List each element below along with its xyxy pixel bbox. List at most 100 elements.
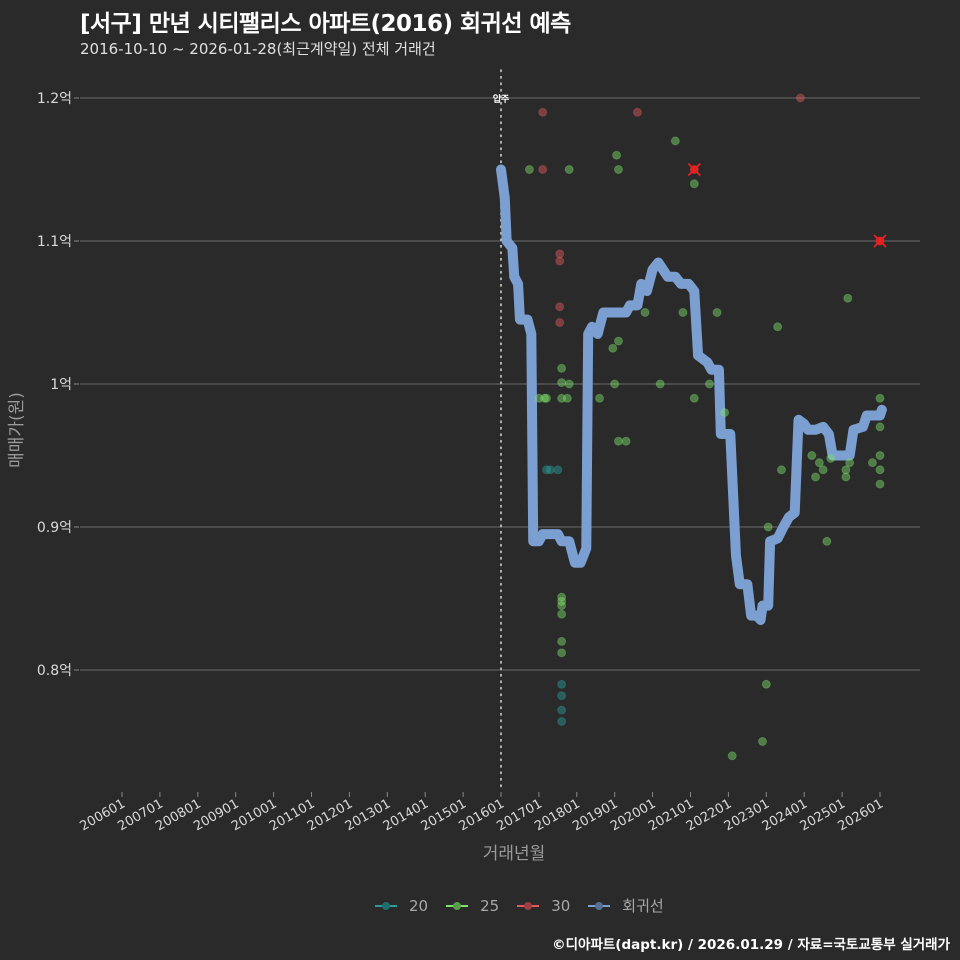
- data-point: [655, 379, 665, 389]
- data-point: [608, 343, 618, 353]
- legend-key-icon: [517, 904, 540, 907]
- y-tick-label: 1.2억: [37, 91, 72, 107]
- data-point: [720, 408, 730, 418]
- data-point: [538, 107, 548, 117]
- data-point: [875, 465, 885, 475]
- data-point: [727, 751, 737, 761]
- y-tick-label: 1억: [50, 377, 72, 393]
- legend-item-regression[interactable]: 회귀선: [588, 895, 664, 916]
- data-point: [557, 609, 567, 619]
- regression-line: [496, 164, 887, 625]
- data-point: [557, 691, 567, 701]
- y-tick-label: 0.9억: [37, 520, 72, 536]
- data-point: [557, 363, 567, 373]
- data-point: [841, 472, 851, 482]
- source-caption: ©디아파트(dapt.kr) / 2026.01.29 / 자료=국토교통부 실…: [552, 937, 950, 953]
- data-point: [678, 308, 688, 317]
- data-point: [841, 465, 851, 475]
- data-point: [632, 107, 642, 117]
- data-point: [538, 165, 548, 174]
- data-point: [773, 322, 783, 332]
- data-point: [610, 379, 620, 389]
- move-in-reference-line: 입주: [493, 69, 510, 791]
- x-marker-icon: [687, 162, 701, 177]
- data-point: [875, 422, 885, 432]
- data-point: [826, 453, 836, 463]
- y-axis-ticks: 0.8억 0.9억 1억 1.1억 1.2억: [37, 91, 79, 679]
- x-axis-title: 거래년월: [483, 844, 546, 864]
- data-point: [557, 596, 567, 606]
- data-point: [867, 458, 877, 468]
- data-point: [689, 393, 699, 403]
- scatter-points: [524, 93, 885, 761]
- data-point: [557, 601, 567, 611]
- data-point: [557, 378, 567, 388]
- data-point: [557, 705, 567, 715]
- data-point: [875, 479, 885, 489]
- data-point: [875, 451, 885, 460]
- legend-label: 20: [409, 896, 429, 915]
- data-point: [811, 472, 821, 482]
- data-point: [541, 393, 551, 403]
- data-point: [814, 458, 824, 468]
- highlight-markers: [687, 162, 887, 248]
- data-point: [776, 465, 786, 475]
- data-point: [524, 165, 534, 174]
- legend: 20 25 30 회귀선: [375, 895, 672, 916]
- data-point: [845, 458, 855, 468]
- data-point: [704, 379, 714, 389]
- data-point: [670, 136, 680, 146]
- data-point: [557, 393, 567, 403]
- y-tick-label: 0.8억: [37, 663, 72, 679]
- legend-item-30[interactable]: 30: [517, 897, 570, 915]
- data-point: [553, 465, 563, 475]
- data-point: [640, 308, 650, 317]
- data-point: [557, 636, 567, 646]
- data-point: [763, 522, 773, 532]
- data-point: [562, 393, 572, 403]
- legend-key-icon: [588, 904, 611, 907]
- legend-label: 회귀선: [622, 897, 664, 915]
- data-point: [564, 379, 574, 389]
- data-point: [540, 393, 550, 403]
- data-point: [564, 165, 574, 174]
- data-point: [712, 308, 722, 317]
- data-point: [557, 592, 567, 602]
- data-point: [612, 150, 622, 160]
- data-point: [557, 716, 567, 726]
- data-point: [818, 465, 828, 475]
- data-point: [822, 536, 832, 546]
- x-axis-ticks: 2006012007012008012009012010012011012012…: [78, 792, 886, 834]
- legend-label: 25: [480, 896, 500, 915]
- data-point: [555, 318, 565, 328]
- legend-item-20[interactable]: 20: [375, 897, 428, 915]
- data-point: [613, 436, 623, 446]
- data-point: [534, 393, 544, 403]
- data-point: [843, 293, 853, 303]
- data-point: [807, 451, 817, 460]
- legend-item-25[interactable]: 25: [446, 897, 499, 915]
- data-point: [795, 93, 805, 103]
- regression-polyline: [496, 164, 887, 625]
- data-point: [595, 393, 605, 403]
- data-point: [761, 679, 771, 689]
- data-point: [541, 465, 551, 475]
- data-point: [758, 737, 768, 746]
- data-point: [557, 679, 567, 689]
- legend-key-icon: [375, 904, 397, 907]
- data-point: [555, 249, 565, 259]
- legend-key-icon: [446, 904, 469, 907]
- data-point: [613, 165, 623, 174]
- vline-label: 입주: [493, 93, 510, 105]
- x-marker-icon: [873, 234, 887, 248]
- data-point: [875, 393, 885, 403]
- data-point: [555, 302, 565, 312]
- data-point: [557, 648, 567, 658]
- y-axis-title: 매매가(원): [7, 392, 27, 468]
- data-point: [545, 465, 555, 475]
- data-point: [555, 256, 565, 266]
- chart-subtitle: 2016-10-10 ~ 2026-01-28(최근계약일) 전체 거래건: [80, 40, 436, 58]
- data-point: [689, 179, 699, 189]
- chart-title: [서구] 만년 시티팰리스 아파트(2016) 회귀선 예측: [80, 11, 571, 37]
